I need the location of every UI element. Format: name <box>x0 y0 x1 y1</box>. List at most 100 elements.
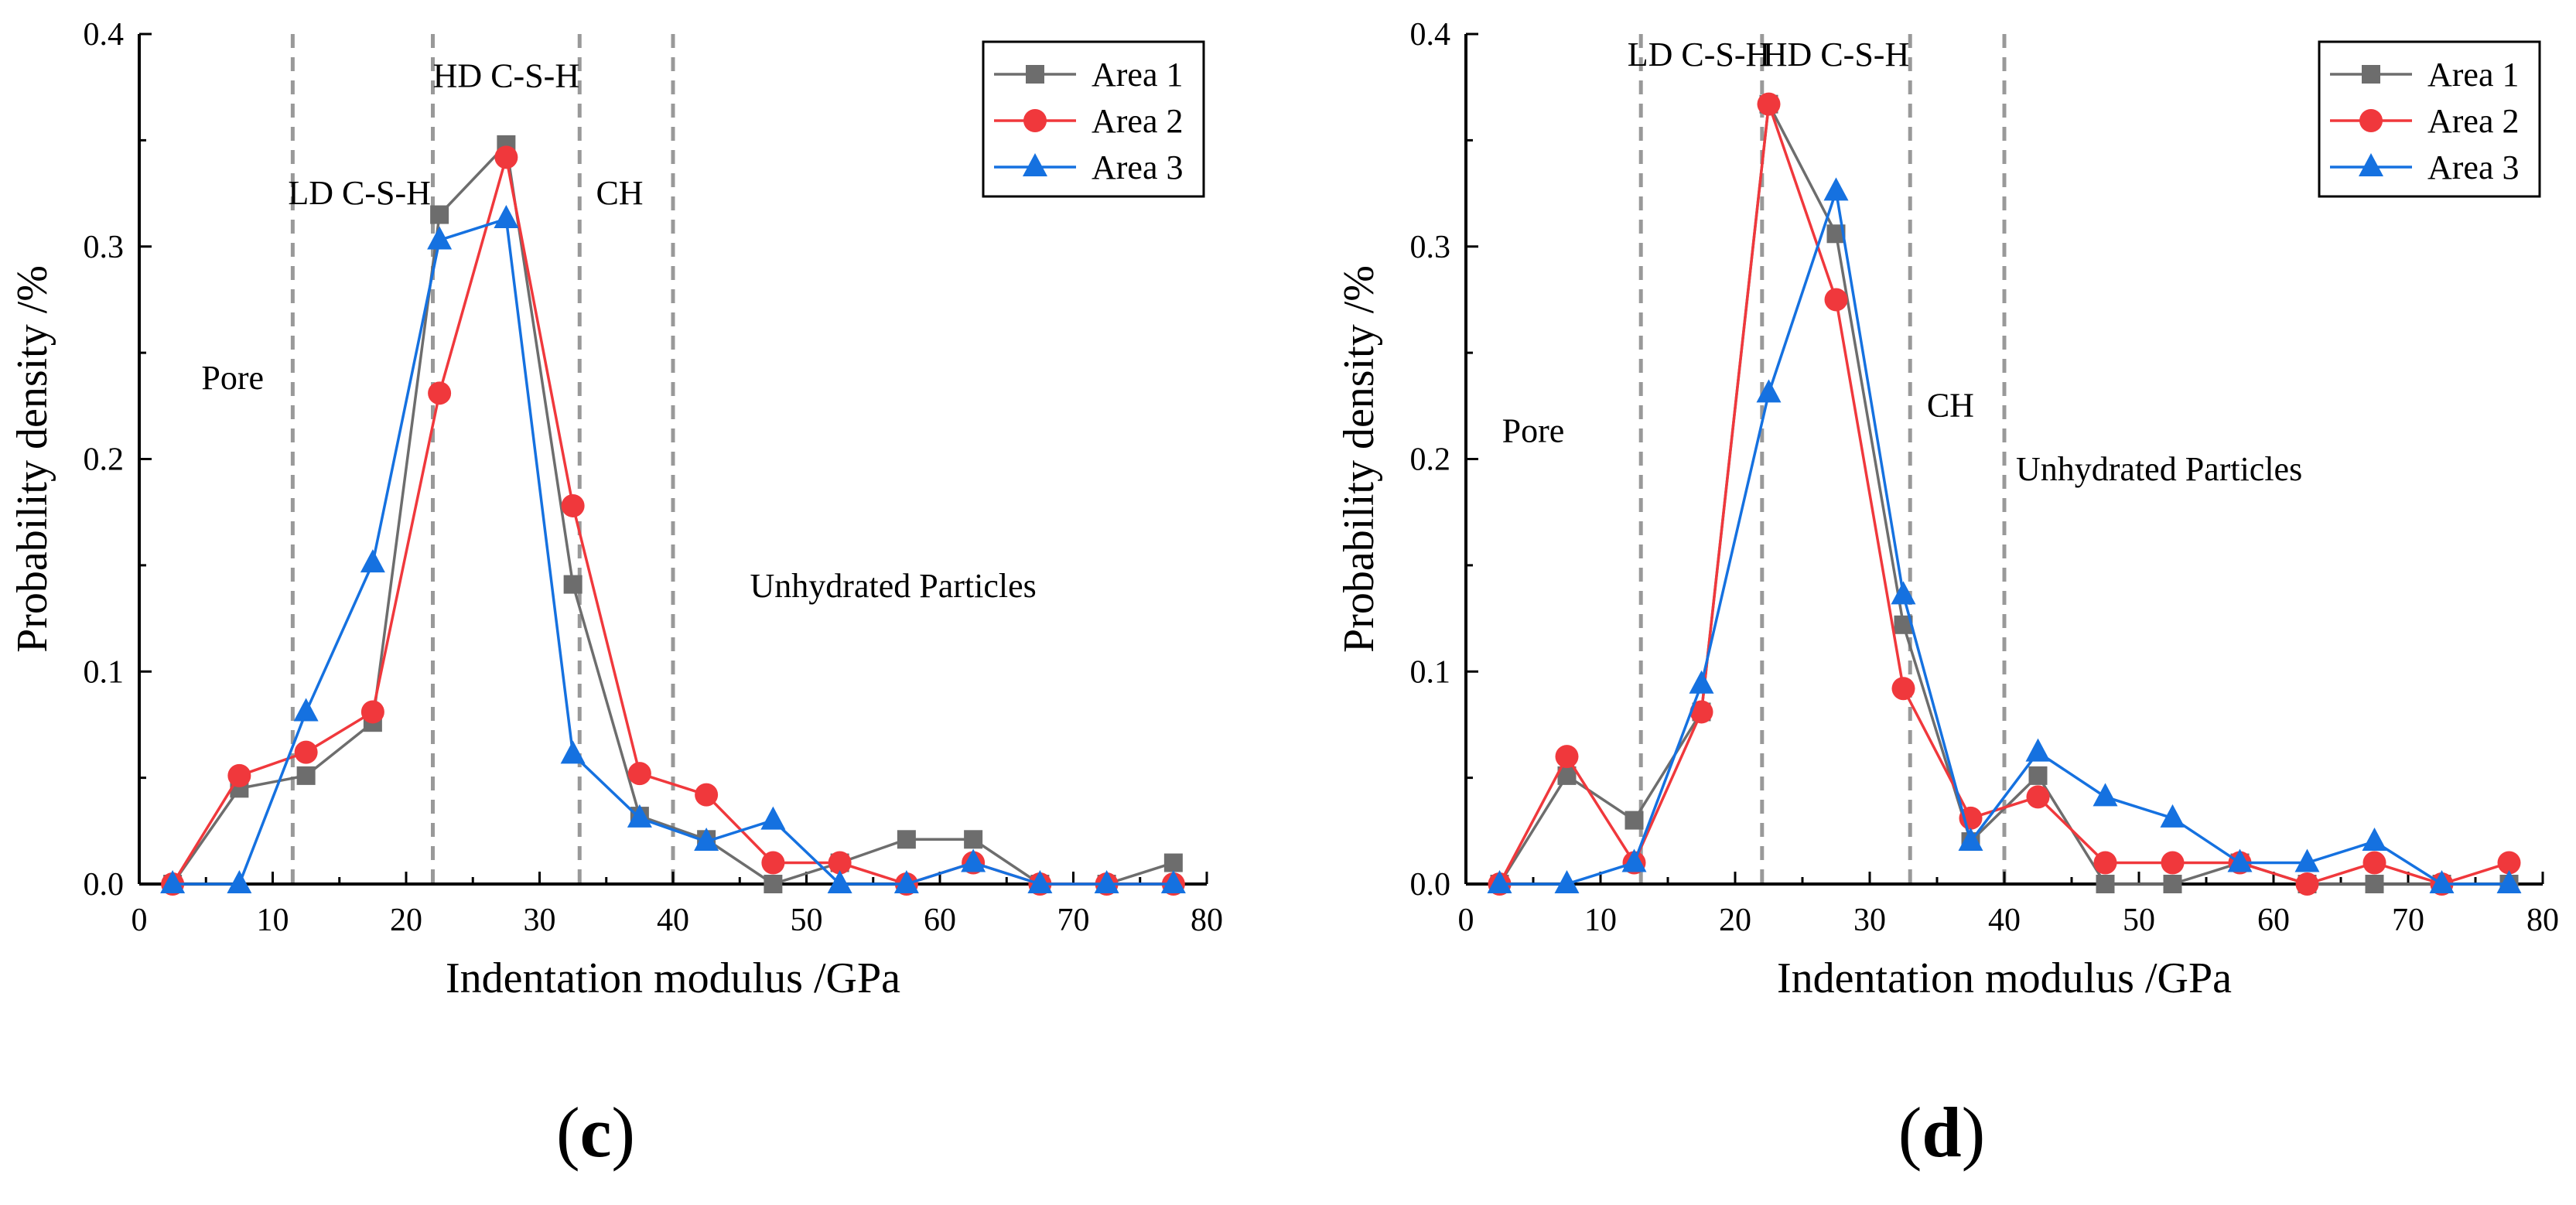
y-tick-label: 0.4 <box>84 17 125 53</box>
legend-marker-area-2 <box>2359 109 2383 132</box>
y-tick-label: 0.0 <box>1410 867 1451 903</box>
legend-label-area-2: Area 2 <box>1092 102 1184 140</box>
region-label: HD C-S-H <box>1763 36 1909 73</box>
data-point-area-3 <box>1891 581 1916 605</box>
region-label: CH <box>596 174 643 212</box>
data-point-area-3 <box>1487 870 1512 893</box>
x-tick-label: 10 <box>257 903 289 938</box>
data-point-area-3 <box>2227 848 2253 872</box>
data-point-area-1 <box>897 830 916 849</box>
chart-panel-c: 0 10 20 30 40 50 60 70 80 0.0 0.1 0.2 0.3 0.4 Indentat… <box>9 17 1223 1172</box>
x-axis-title: Indentation modulus /GPa <box>1777 954 2232 1002</box>
y-tick-label: 0.1 <box>1410 654 1451 690</box>
data-point-area-2 <box>494 145 518 169</box>
data-point-area-1 <box>764 875 783 893</box>
data-point-area-2 <box>627 762 651 786</box>
data-point-area-3 <box>160 870 186 893</box>
x-tick-label: 60 <box>2257 903 2290 938</box>
region-label: CH <box>1927 387 1974 425</box>
x-tick-label: 40 <box>1988 903 2021 938</box>
data-point-area-3 <box>694 828 719 852</box>
data-point-area-3 <box>1689 670 1714 694</box>
data-point-area-2 <box>294 740 318 764</box>
series-line-area-3 <box>1499 190 2509 886</box>
data-point-area-2 <box>1555 745 1579 769</box>
data-point-area-3 <box>1554 870 1580 893</box>
data-point-area-2 <box>428 381 452 405</box>
y-tick-label: 0.4 <box>1410 17 1451 53</box>
x-tick-label: 10 <box>1584 903 1617 938</box>
series-line-area-3 <box>173 217 1174 886</box>
data-point-area-1 <box>563 575 583 594</box>
x-tick-label: 60 <box>924 903 956 938</box>
x-tick-label: 0 <box>1458 903 1474 938</box>
data-point-area-3 <box>1823 177 1849 201</box>
panel-label: (c) <box>556 1093 635 1172</box>
data-point-area-3 <box>227 870 252 893</box>
data-point-area-1 <box>1625 811 1644 830</box>
data-point-area-3 <box>494 205 519 229</box>
data-point-area-2 <box>2362 851 2386 875</box>
series-line-area-1 <box>171 142 1174 886</box>
data-point-area-2 <box>1689 700 1713 724</box>
data-point-area-3 <box>1756 379 1782 403</box>
x-tick-label: 20 <box>1719 903 1751 938</box>
data-point-area-2 <box>2295 872 2319 896</box>
data-point-area-2 <box>2497 851 2521 875</box>
data-point-area-2 <box>1824 288 1848 312</box>
x-tick-label: 30 <box>524 903 556 938</box>
y-axis-title: Probability density /% <box>1335 265 1383 653</box>
legend-marker-area-1 <box>2362 65 2380 84</box>
panel-label: (d) <box>1898 1093 1985 1172</box>
legend-label-area-1: Area 1 <box>1092 56 1184 94</box>
data-point-area-3 <box>293 698 319 722</box>
data-point-area-3 <box>627 804 652 828</box>
region-label: LD C-S-H <box>288 174 431 212</box>
data-point-area-3 <box>1621 848 1647 872</box>
data-point-area-3 <box>1958 828 1983 852</box>
data-point-area-3 <box>1094 870 1119 893</box>
data-point-area-3 <box>2362 828 2387 852</box>
x-tick-label: 50 <box>2123 903 2155 938</box>
data-point-area-2 <box>360 700 384 724</box>
x-tick-label: 80 <box>1191 903 1223 938</box>
x-tick-label: 20 <box>390 903 422 938</box>
y-tick-label: 0.2 <box>84 442 125 478</box>
data-point-area-3 <box>1027 870 1053 893</box>
data-point-area-2 <box>828 851 852 875</box>
data-point-area-2 <box>1891 677 1915 701</box>
x-tick-label: 70 <box>2392 903 2424 938</box>
y-tick-label: 0.1 <box>84 654 125 690</box>
legend-marker-area-3 <box>1023 153 1047 176</box>
data-point-area-3 <box>2496 870 2522 893</box>
legend-label-area-2: Area 2 <box>2427 102 2520 140</box>
data-point-area-3 <box>2025 738 2051 762</box>
data-point-area-1 <box>2365 875 2384 893</box>
series-line-area-2 <box>1498 104 2510 886</box>
data-point-area-2 <box>2026 785 2050 809</box>
data-point-area-1 <box>430 205 449 224</box>
legend-marker-area-2 <box>1023 109 1047 132</box>
region-label: Pore <box>201 359 264 397</box>
data-point-area-3 <box>827 870 852 893</box>
data-point-area-3 <box>2093 783 2118 807</box>
data-point-area-3 <box>2160 804 2185 828</box>
legend-label-area-3: Area 3 <box>2427 148 2520 186</box>
data-point-area-3 <box>2294 848 2320 872</box>
data-point-area-2 <box>1757 92 1781 116</box>
x-tick-label: 70 <box>1057 903 1090 938</box>
data-point-area-2 <box>227 763 251 787</box>
data-point-area-1 <box>964 830 983 849</box>
data-point-area-3 <box>2429 870 2455 893</box>
data-point-area-3 <box>1160 870 1186 893</box>
x-tick-label: 0 <box>132 903 148 938</box>
legend-label-area-1: Area 1 <box>2427 56 2520 94</box>
y-tick-label: 0.0 <box>84 867 125 903</box>
x-axis-title: Indentation modulus /GPa <box>446 954 900 1002</box>
y-tick-label: 0.2 <box>1410 442 1451 478</box>
x-tick-label: 80 <box>2526 903 2559 938</box>
region-label: Unhydrated Particles <box>2016 450 2302 488</box>
y-tick-label: 0.3 <box>84 230 125 265</box>
chart-panel-d: 0 10 20 30 40 50 60 70 80 0.0 0.1 0.2 0.3 0.4 Indentat… <box>1335 17 2559 1172</box>
